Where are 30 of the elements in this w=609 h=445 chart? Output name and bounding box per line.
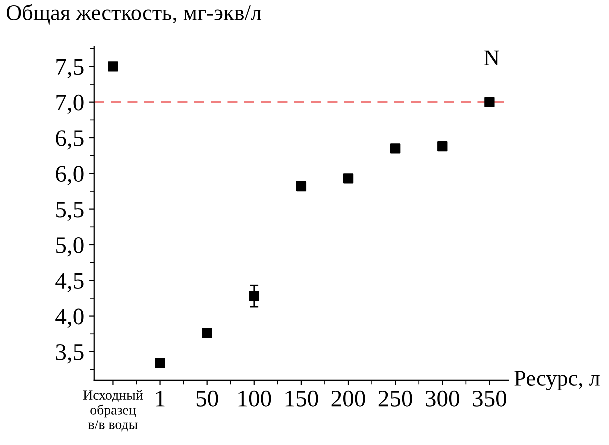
- point: [296, 181, 307, 192]
- y-tick-label: 4,0: [56, 308, 84, 328]
- x-tick-label: 50: [196, 390, 218, 407]
- x-tick-label: 350: [473, 390, 506, 407]
- y-tick-label: 5,5: [56, 202, 84, 222]
- y-tick-label: 4,5: [56, 273, 84, 292]
- y-tick-label: 7,5: [56, 59, 84, 79]
- annotation: N: [484, 50, 500, 66]
- point: [202, 328, 212, 338]
- point: [343, 174, 354, 184]
- y-axis-title: Общая жесткость, мг-экв/л: [7, 4, 262, 25]
- point: [484, 97, 495, 108]
- x-tick-label: 200: [332, 390, 366, 407]
- x-tick-label: 250: [378, 390, 412, 407]
- y-tick-label: 5,0: [56, 237, 84, 257]
- x-axis-title: Ресурс, л: [514, 371, 600, 391]
- x-tick-label: 100: [238, 390, 272, 407]
- point: [249, 291, 260, 302]
- y-tick-label: 6,0: [56, 166, 84, 186]
- x-tick-label: Исходный образец в/в воды: [84, 390, 144, 432]
- point: [438, 141, 448, 152]
- y-tick-label: 7,0: [56, 94, 84, 114]
- x-tick-label: 150: [286, 390, 318, 407]
- y-tick-label: 3,5: [56, 344, 84, 364]
- point: [108, 62, 118, 72]
- x-tick-label: 300: [426, 390, 460, 407]
- point: [155, 358, 166, 368]
- point: [390, 144, 401, 154]
- y-tick-label: 6,5: [56, 130, 84, 150]
- x-tick-label: 1: [156, 390, 165, 407]
